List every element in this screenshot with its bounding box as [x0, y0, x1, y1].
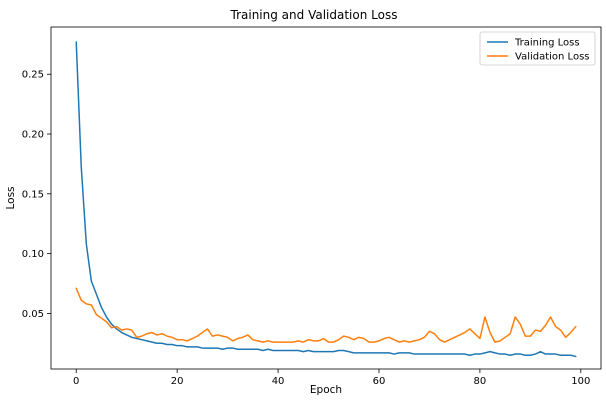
y-tick-label: 0.05	[22, 309, 44, 320]
x-tick-label: 60	[373, 376, 386, 387]
x-tick-label: 20	[171, 376, 184, 387]
legend-label-validation: Validation Loss	[515, 52, 590, 63]
training-loss-line	[75, 41, 577, 358]
y-axis: 0.05 0.10 0.15 0.20 0.25	[22, 70, 51, 320]
legend: Training Loss Validation Loss	[479, 31, 596, 66]
x-tick-label: 0	[73, 376, 79, 387]
series-layer	[75, 41, 577, 358]
legend-label-training: Training Loss	[514, 38, 580, 49]
y-tick-label: 0.20	[22, 130, 44, 141]
x-tick-label: 40	[272, 376, 285, 387]
plot-frame	[50, 26, 602, 370]
y-tick-label: 0.10	[22, 249, 44, 260]
y-tick-label: 0.15	[22, 189, 44, 200]
chart-title: Training and Validation Loss	[230, 8, 398, 22]
validation-loss-line	[75, 287, 577, 343]
y-axis-label: Loss	[5, 186, 17, 209]
x-axis: 0 20 40 60 80 100	[73, 369, 590, 387]
y-tick-label: 0.25	[22, 70, 44, 81]
x-tick-label: 80	[474, 376, 487, 387]
x-tick-label: 100	[571, 376, 590, 387]
legend-box	[479, 31, 596, 66]
x-axis-label: Epoch	[310, 384, 342, 396]
